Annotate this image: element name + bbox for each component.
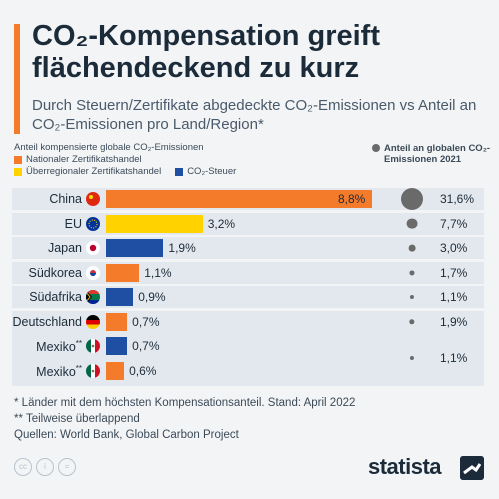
country-label-deutschland: Deutschland (12, 314, 83, 329)
share-dot-südkorea (409, 269, 415, 276)
by-icon: i (36, 458, 54, 476)
value-label-japan: 1,9% (168, 241, 196, 255)
footnote-2: ** Teilweise überlappend (14, 413, 140, 425)
bar-china (106, 190, 372, 208)
legend-tax: CO₂-Steuer (175, 166, 236, 177)
country-label-eu: EU (64, 216, 82, 231)
country-label-japan: Japan (47, 241, 82, 255)
share-value-südafrika: 1,1% (440, 290, 468, 304)
bar-mexiko (106, 337, 128, 355)
share-value-mexiko: 1,1% (440, 351, 468, 366)
chart-title: CO₂-Kompensation greift flächendeckend z… (32, 20, 380, 84)
legend-swatch-supraregional (14, 167, 22, 176)
axis-caption: Anteil kompensierte globale CO₂-Emission… (14, 142, 204, 153)
share-value-eu: 7,7% (440, 216, 468, 231)
share-dot-deutschland (409, 318, 415, 325)
legend-row-2: Überregionaler Zertifikatshandel CO₂-Ste… (14, 166, 250, 177)
row-background (12, 310, 484, 333)
brand-logo: statista (368, 454, 442, 479)
share-dot-japan (408, 244, 416, 252)
share-dot-mexiko (409, 356, 415, 361)
value-label-mexiko: 0,7% (132, 339, 160, 353)
germany-flag-icon (86, 314, 100, 329)
share-value-südkorea: 1,7% (440, 265, 468, 280)
bar-mexiko (106, 361, 125, 380)
legend-national: Nationaler Zertifikatshandel (14, 154, 142, 165)
legend-swatch-tax (175, 167, 184, 176)
share-value-japan: 3,0% (440, 241, 468, 255)
eu-flag-icon (86, 216, 100, 231)
legend-supraregional: Überregionaler Zertifikatshandel (14, 166, 161, 177)
cc-icon: cc (14, 458, 32, 476)
nd-icon: = (58, 458, 76, 476)
country-label-mexiko: Mexiko** (36, 363, 82, 379)
country-label-südkorea: Südkorea (28, 265, 82, 280)
value-label-südkorea: 1,1% (144, 265, 172, 280)
legend-swatch-national (14, 155, 22, 164)
bar-japan (106, 239, 164, 257)
statista-icon (460, 456, 484, 480)
bar-eu (106, 214, 203, 233)
share-legend: Anteil an globalen CO₂-Emissionen 2021 (372, 143, 494, 165)
legend-tax-label: CO₂-Steuer (187, 166, 237, 177)
accent-bar (14, 24, 20, 134)
country-label-china: China (49, 192, 82, 206)
value-label-südafrika: 0,9% (138, 290, 166, 304)
legend-national-label: Nationaler Zertifikatshandel (26, 154, 142, 165)
value-label-eu: 3,2% (207, 216, 236, 231)
share-dot-eu (406, 218, 418, 229)
legend-supraregional-label: Überregionaler Zertifikatshandel (26, 166, 162, 177)
mexico-flag-icon (86, 363, 100, 378)
share-legend-dot (372, 144, 380, 152)
country-label-südafrika: Südafrika (29, 290, 82, 304)
share-dot-china (401, 188, 423, 210)
china-flag-icon (86, 192, 100, 206)
bar-südafrika (106, 288, 134, 306)
share-legend-label: Anteil an globalen CO₂-Emissionen 2021 (384, 143, 491, 165)
south-korea-flag-icon (86, 265, 100, 280)
japan-flag-icon (86, 241, 100, 255)
south-africa-flag-icon (86, 290, 100, 304)
value-label-deutschland: 0,7% (132, 314, 160, 329)
value-label-mexiko: 0,6% (129, 363, 157, 378)
footnote-1: * Länder mit dem höchsten Kompensationsa… (14, 397, 356, 409)
share-dot-südafrika (409, 294, 415, 300)
legend-row-1: Nationaler Zertifikatshandel (14, 154, 156, 165)
mexico-flag-icon (86, 339, 100, 353)
share-value-china: 31,6% (440, 192, 475, 206)
source-note: Quellen: World Bank, Global Carbon Proje… (14, 429, 239, 441)
chart-subtitle: Durch Steuern/Zertifikate abgedeckte CO₂… (32, 97, 477, 133)
value-label-china: 8,8% (338, 192, 366, 206)
license-icons: cc i = (14, 458, 80, 476)
bar-südkorea (106, 263, 140, 282)
country-label-mexiko: Mexiko** (36, 339, 82, 355)
bar-deutschland (106, 312, 128, 331)
share-value-deutschland: 1,9% (440, 314, 468, 329)
